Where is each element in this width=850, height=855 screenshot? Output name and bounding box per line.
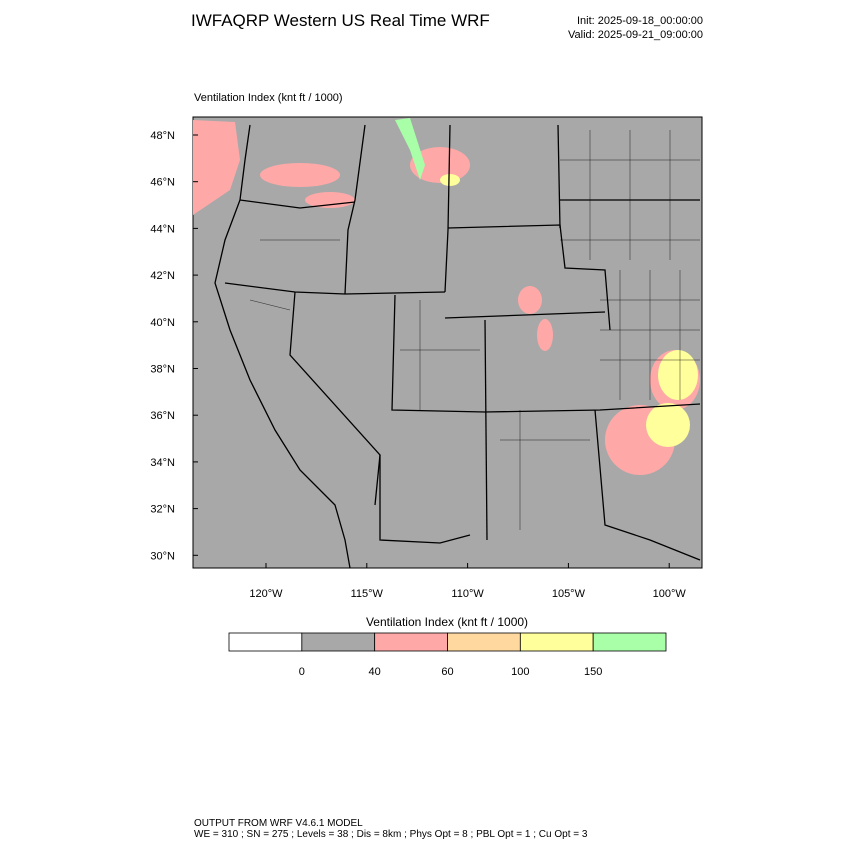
colorbar-label: 100 xyxy=(511,666,529,678)
init-time: Init: 2025-09-18_00:00:00 xyxy=(577,15,703,27)
lat-label: 48°N xyxy=(150,130,175,142)
lat-label: 38°N xyxy=(150,364,175,376)
colorbar-box xyxy=(592,632,667,652)
colorbar-label: 40 xyxy=(369,666,381,678)
lon-label: 105°W xyxy=(552,588,586,600)
colorbar-box xyxy=(301,632,376,652)
colorbar-box xyxy=(374,632,448,652)
footer-line: WE = 310 ; SN = 275 ; Levels = 38 ; Dis … xyxy=(194,829,588,840)
title: IWFAQRP Western US Real Time WRF xyxy=(191,11,490,30)
colorbar-label: 0 xyxy=(299,666,305,678)
colorbar: 0 40 60 100 150 xyxy=(228,632,667,678)
county-borders xyxy=(249,130,700,530)
colorbar-box xyxy=(519,632,594,652)
lat-label: 34°N xyxy=(150,457,175,469)
very-high-vi-areas xyxy=(440,174,698,447)
valid-time: Valid: 2025-09-21_09:00:00 xyxy=(568,29,703,41)
map xyxy=(192,116,703,569)
lat-label: 32°N xyxy=(150,504,175,516)
plot-label: Ventilation Index (knt ft / 1000) xyxy=(194,92,343,104)
lon-label: 115°W xyxy=(351,588,384,600)
footer-line: OUTPUT FROM WRF V4.6.1 MODEL xyxy=(194,818,363,829)
lat-label: 44°N xyxy=(150,223,175,235)
colorbar-box xyxy=(447,632,521,652)
lon-label: 120°W xyxy=(249,588,283,600)
lat-label: 40°N xyxy=(150,317,175,329)
colorbar-label: 150 xyxy=(584,666,602,678)
extreme-vi-area xyxy=(395,118,425,180)
lat-labels: 48°N 46°N 44°N 42°N 40°N 38°N 36°N 34°N 32°N 30°N xyxy=(150,130,198,562)
colorbar-box xyxy=(228,632,303,652)
lon-label: 110°W xyxy=(451,588,484,600)
lon-labels: 120°W 115°W 110°W 105°W 100°W xyxy=(249,563,686,600)
lon-label: 100°W xyxy=(653,588,687,600)
colorbar-label: 60 xyxy=(441,666,453,678)
lat-label: 42°N xyxy=(150,270,175,282)
lat-label: 36°N xyxy=(150,410,175,422)
legend-title: Ventilation Index (knt ft / 1000) xyxy=(366,615,528,629)
lat-label: 30°N xyxy=(150,550,175,562)
lat-label: 46°N xyxy=(150,177,175,189)
